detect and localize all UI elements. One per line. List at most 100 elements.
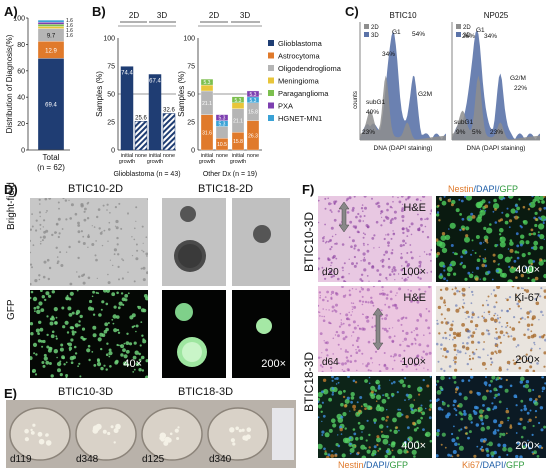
texture-dot (440, 387, 443, 391)
texture-dot (425, 308, 428, 310)
texture-dot (532, 245, 538, 251)
texture-dot (69, 326, 73, 330)
texture-dot (410, 274, 412, 277)
texture-dot (58, 232, 61, 235)
texture-dot (319, 296, 321, 299)
texture-dot (36, 309, 41, 314)
texture-dot (444, 317, 446, 320)
spheroid (229, 427, 235, 433)
texture-dot (525, 240, 530, 245)
texture-dot (70, 361, 74, 364)
texture-dot (410, 256, 414, 260)
texture-dot (484, 414, 489, 420)
texture-dot (108, 348, 112, 352)
texture-dot (340, 348, 342, 350)
texture-dot (418, 264, 422, 268)
texture-dot (492, 259, 496, 263)
texture-dot (392, 230, 394, 232)
texture-dot (490, 361, 494, 364)
texture-dot (327, 240, 330, 243)
texture-dot (65, 376, 68, 378)
texture-dot (529, 201, 536, 208)
texture-dot (404, 377, 407, 380)
texture-dot (116, 236, 119, 240)
b1-ytick-label: 0 (111, 148, 115, 155)
texture-dot (31, 225, 34, 228)
texture-dot (470, 376, 474, 379)
texture-dot (382, 394, 384, 397)
texture-dot (485, 329, 489, 332)
texture-dot (360, 286, 362, 289)
texture-dot (142, 242, 144, 244)
texture-dot (483, 318, 488, 323)
texture-dot (86, 217, 90, 220)
texture-dot (401, 227, 405, 231)
texture-dot (464, 352, 467, 355)
b2-bar-segment (215, 126, 229, 139)
texture-dot (68, 297, 72, 301)
texture-dot (352, 344, 354, 347)
texture-dot (354, 445, 357, 447)
spheroid (169, 432, 173, 436)
texture-dot (146, 255, 148, 257)
texture-dot (493, 203, 500, 210)
texture-dot (516, 206, 520, 211)
texture-dot (451, 199, 456, 205)
texture-dot (467, 315, 470, 319)
texture-dot (65, 361, 68, 364)
texture-dot (318, 400, 320, 404)
texture-dot (494, 321, 497, 323)
c-annotation: G2/M (510, 75, 526, 82)
texture-dot (454, 287, 457, 290)
texture-dot (496, 317, 500, 320)
texture-dot (92, 333, 97, 338)
texture-dot (475, 235, 480, 239)
texture-dot (350, 302, 353, 304)
texture-dot (340, 221, 342, 223)
texture-dot (409, 244, 412, 246)
b2-bar-segment (246, 90, 260, 98)
b1-cat-label: growth (147, 159, 164, 165)
texture-dot (77, 230, 81, 234)
texture-dot (365, 364, 369, 368)
legend-label: Glioblastoma (278, 39, 323, 48)
c-xlabel: DNA (DAPI staining) (467, 145, 526, 152)
texture-dot (129, 315, 134, 320)
texture-dot (122, 259, 125, 262)
texture-dot (483, 341, 485, 343)
texture-dot (321, 370, 324, 372)
texture-dot (476, 258, 481, 262)
texture-dot (318, 257, 321, 260)
texture-dot (392, 355, 395, 358)
texture-dot (352, 206, 355, 210)
texture-dot (463, 396, 468, 401)
texture-dot (477, 392, 481, 396)
legend-label: PXA (278, 102, 293, 111)
texture-dot (420, 411, 422, 414)
texture-dot (411, 449, 417, 455)
texture-dot (534, 416, 537, 419)
texture-dot (441, 401, 446, 406)
texture-dot (137, 305, 142, 310)
texture-dot (386, 202, 389, 206)
texture-dot (121, 258, 123, 260)
texture-dot (57, 217, 61, 221)
legend-swatch (268, 40, 274, 46)
texture-dot (454, 368, 458, 372)
f-stain3-gfp: GFP (506, 460, 525, 470)
texture-dot (361, 295, 364, 298)
texture-dot (340, 319, 342, 321)
texture-dot (83, 273, 85, 275)
texture-dot (542, 220, 545, 222)
spheroid (244, 437, 248, 441)
texture-dot (87, 234, 90, 236)
texture-dot (492, 210, 495, 213)
f-d20: d20 (322, 267, 339, 278)
f-mag-100-2: 100× (401, 356, 426, 368)
texture-dot (526, 316, 530, 319)
b2-xlabel: Other Dx (n = 19) (203, 171, 257, 178)
texture-dot (373, 445, 377, 449)
texture-dot (422, 428, 425, 431)
texture-dot (508, 363, 510, 365)
f-stain-label-3: Ki67/DAPI/GFP (462, 460, 525, 470)
